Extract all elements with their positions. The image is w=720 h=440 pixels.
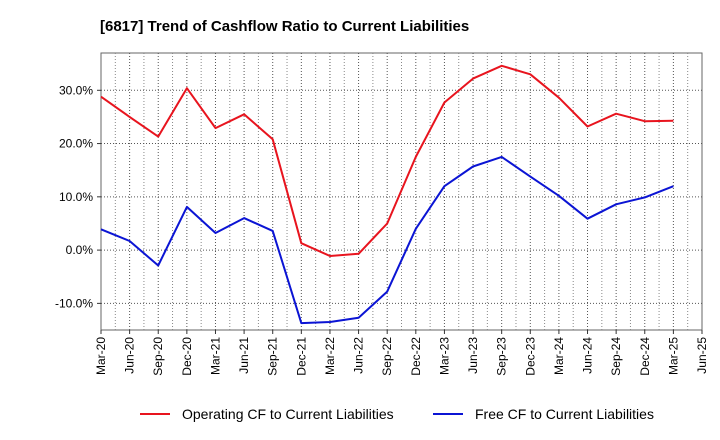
x-tick-label: Sep-22: [380, 337, 394, 376]
y-tick-label: 20.0%: [59, 137, 93, 151]
x-tick-label: Dec-24: [638, 337, 652, 376]
x-tick-label: Jun-23: [466, 337, 480, 374]
legend-label-2: Free CF to Current Liabilities: [475, 406, 654, 422]
y-axis: -10.0% 0.0% 10.0% 20.0% 30.0%: [55, 83, 101, 310]
x-tick-label: Mar-21: [208, 337, 222, 375]
x-tick-label: Sep-20: [151, 337, 165, 376]
x-tick-label: Dec-23: [523, 337, 537, 376]
x-tick-label: Mar-24: [552, 337, 566, 375]
chart-title: [6817] Trend of Cashflow Ratio to Curren…: [100, 18, 469, 35]
x-tick-label: Jun-20: [123, 337, 137, 374]
series-line-1: [100, 64, 674, 257]
legend-label-1: Operating CF to Current Liabilities: [182, 406, 394, 422]
y-tick-label: 30.0%: [59, 83, 93, 97]
x-tick-label: Sep-21: [266, 337, 280, 376]
x-tick-label: Dec-22: [409, 337, 423, 376]
series-line-2: [100, 155, 674, 325]
x-tick-label: Dec-21: [294, 337, 308, 376]
y-tick-label: -10.0%: [55, 296, 93, 310]
x-tick-label: Mar-20: [94, 337, 108, 375]
x-tick-label: Sep-23: [495, 337, 509, 376]
x-tick-label: Mar-25: [666, 337, 680, 375]
legend: Operating CF to Current Liabilities Free …: [140, 406, 654, 422]
x-tick-label: Jun-22: [352, 337, 366, 374]
x-tick-label: Mar-23: [437, 337, 451, 375]
x-tick-label: Sep-24: [609, 337, 623, 376]
y-tick-label: 10.0%: [59, 190, 93, 204]
x-tick-label: Jun-25: [695, 337, 709, 374]
x-tick-label: Dec-20: [180, 337, 194, 376]
y-tick-label: 0.0%: [66, 243, 94, 257]
series-group: [100, 64, 674, 325]
x-tick-label: Mar-22: [323, 337, 337, 375]
x-axis: Mar-20 Jun-20 Sep-20 Dec-20 Mar-21 Jun-21 Sep-…: [94, 330, 709, 376]
x-tick-label: Jun-24: [581, 337, 595, 374]
x-tick-label: Jun-21: [237, 337, 251, 374]
